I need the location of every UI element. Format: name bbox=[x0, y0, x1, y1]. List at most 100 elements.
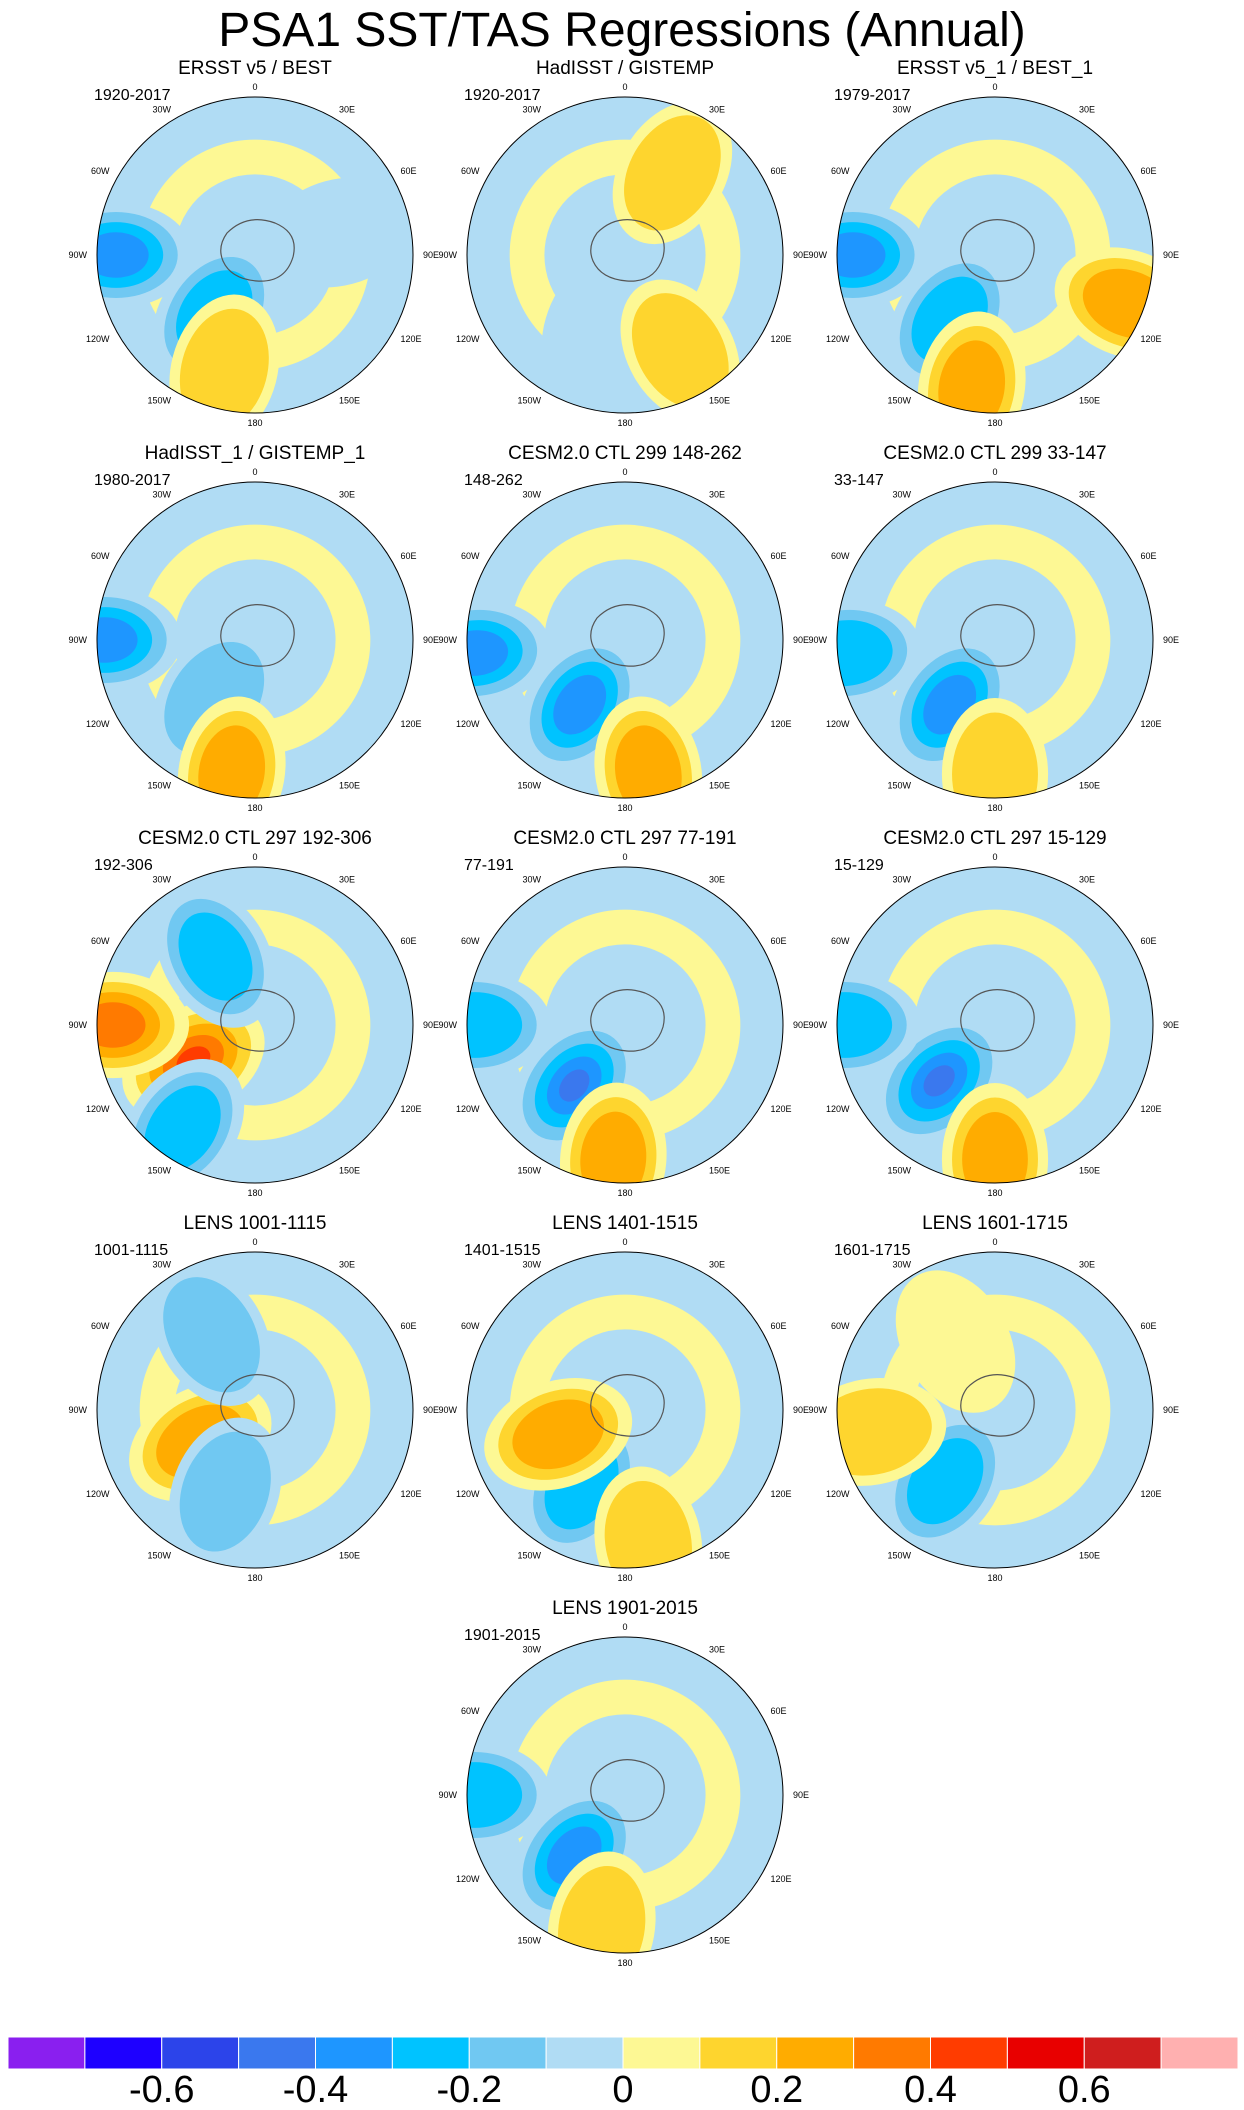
longitude-label: 30W bbox=[892, 105, 911, 115]
longitude-label: 120W bbox=[456, 1489, 480, 1499]
longitude-label: 150W bbox=[517, 1935, 541, 1945]
longitude-label: 60W bbox=[91, 166, 110, 176]
period-label: 1001-1115 bbox=[94, 1242, 168, 1259]
longitude-label: 60E bbox=[770, 166, 786, 176]
longitude-label: 30W bbox=[892, 875, 911, 885]
colorbar-swatch bbox=[391, 2036, 470, 2070]
period-label: 1920-2017 bbox=[94, 87, 171, 104]
map-frame bbox=[466, 1251, 784, 1569]
longitude-label: 90E bbox=[1163, 250, 1179, 260]
longitude-label: 0 bbox=[622, 467, 627, 477]
longitude-label: 150E bbox=[339, 395, 360, 405]
map-frame bbox=[466, 866, 784, 1184]
panel-title: LENS 1401-1515 bbox=[552, 1213, 698, 1234]
colorbar-swatch bbox=[853, 2036, 931, 2070]
longitude-label: 30E bbox=[709, 105, 725, 115]
longitude-label: 60W bbox=[831, 1321, 850, 1331]
longitude-label: 60E bbox=[770, 1321, 786, 1331]
longitude-label: 60W bbox=[831, 551, 850, 561]
longitude-label: 90E bbox=[1163, 1405, 1179, 1415]
longitude-label: 180 bbox=[247, 418, 262, 428]
contour-region bbox=[512, 1399, 604, 1470]
longitude-label: 30E bbox=[1079, 105, 1095, 115]
antarctica-coastline bbox=[590, 604, 665, 667]
longitude-label: 120E bbox=[400, 1489, 421, 1499]
longitude-label: 120E bbox=[400, 719, 421, 729]
longitude-label: 90W bbox=[808, 635, 827, 645]
longitude-label: 30W bbox=[522, 875, 541, 885]
longitude-label: 150E bbox=[339, 1550, 360, 1560]
longitude-label: 30E bbox=[709, 1645, 725, 1655]
longitude-label: 150E bbox=[709, 1165, 730, 1175]
panel-title: HadISST_1 / GISTEMP_1 bbox=[145, 443, 366, 464]
longitude-label: 120W bbox=[826, 719, 850, 729]
longitude-label: 120E bbox=[770, 1104, 791, 1114]
panel-title: CESM2.0 CTL 297 15-129 bbox=[883, 828, 1106, 849]
map-panel: ERSST v5 / BEST 1920-2017 0 30E 60E 90E 120E 15… bbox=[68, 58, 439, 428]
colorbar-tick-label: -0.6 bbox=[129, 2069, 194, 2110]
longitude-label: 90E bbox=[423, 250, 439, 260]
map-panel: LENS 1901-2015 1901-2015 0 30E 60E 90E 120E 150… bbox=[438, 1598, 809, 1968]
longitude-label: 150E bbox=[709, 780, 730, 790]
colorbar-swatch bbox=[238, 2036, 316, 2070]
colorbar-swatch bbox=[7, 2036, 86, 2070]
longitude-label: 30E bbox=[339, 875, 355, 885]
longitude-label: 30E bbox=[339, 1260, 355, 1270]
longitude-label: 120W bbox=[86, 1489, 110, 1499]
longitude-label: 60E bbox=[1140, 936, 1156, 946]
period-label: 1601-1715 bbox=[834, 1242, 911, 1259]
longitude-label: 0 bbox=[252, 852, 257, 862]
antarctica-coastline bbox=[220, 604, 295, 667]
contour-region bbox=[467, 1762, 523, 1828]
longitude-label: 120E bbox=[770, 1874, 791, 1884]
longitude-label: 0 bbox=[622, 1622, 627, 1632]
colorbar-tick-label: 0.4 bbox=[904, 2069, 957, 2110]
colorbar-swatch bbox=[699, 2036, 778, 2070]
period-label: 33-147 bbox=[834, 472, 884, 489]
longitude-label: 90E bbox=[793, 1020, 809, 1030]
contour-region bbox=[263, 177, 413, 288]
contour-region bbox=[837, 232, 886, 278]
panel-title: ERSST v5 / BEST bbox=[178, 58, 332, 79]
map-panels: ERSST v5 / BEST 1920-2017 0 30E 60E 90E 120E 15… bbox=[68, 58, 1179, 1968]
map-panel: HadISST_1 / GISTEMP_1 1980-2017 0 30E 60E 90E… bbox=[68, 443, 439, 813]
longitude-label: 120W bbox=[456, 1874, 480, 1884]
longitude-label: 180 bbox=[617, 1573, 632, 1583]
longitude-label: 180 bbox=[987, 1188, 1002, 1198]
contour-region bbox=[604, 1480, 692, 1568]
colorbar-swatch bbox=[545, 2036, 624, 2070]
longitude-label: 60W bbox=[91, 936, 110, 946]
longitude-label: 30W bbox=[522, 1645, 541, 1655]
longitude-label: 90W bbox=[808, 1405, 827, 1415]
map-panel: HadISST / GISTEMP 1920-2017 0 30E 60E 90E 120E… bbox=[438, 58, 809, 428]
longitude-label: 120E bbox=[1140, 334, 1161, 344]
contour-region bbox=[923, 1065, 955, 1097]
longitude-label: 60E bbox=[1140, 166, 1156, 176]
longitude-label: 0 bbox=[252, 82, 257, 92]
panel-title: HadISST / GISTEMP bbox=[536, 58, 714, 79]
longitude-label: 150E bbox=[339, 780, 360, 790]
longitude-label: 90W bbox=[68, 635, 87, 645]
period-label: 1401-1515 bbox=[464, 1242, 541, 1259]
longitude-label: 0 bbox=[252, 1237, 257, 1247]
period-label: 148-262 bbox=[464, 472, 523, 489]
antarctica-coastline bbox=[590, 989, 665, 1052]
longitude-label: 120E bbox=[400, 334, 421, 344]
longitude-label: 30E bbox=[709, 490, 725, 500]
contour-field bbox=[509, 101, 741, 413]
longitude-label: 150E bbox=[709, 1550, 730, 1560]
contour-region bbox=[631, 293, 729, 409]
longitude-label: 150W bbox=[517, 1165, 541, 1175]
map-frame bbox=[96, 481, 414, 799]
longitude-label: 30W bbox=[152, 875, 171, 885]
longitude-label: 90E bbox=[793, 1405, 809, 1415]
antarctica-coastline bbox=[960, 1374, 1035, 1437]
colorbar-swatch bbox=[1083, 2036, 1162, 2070]
longitude-label: 90W bbox=[68, 250, 87, 260]
longitude-label: 30W bbox=[522, 1260, 541, 1270]
antarctica-coastline bbox=[960, 604, 1035, 667]
colorbar-swatch bbox=[315, 2036, 393, 2070]
longitude-label: 60W bbox=[461, 1706, 480, 1716]
longitude-label: 60W bbox=[461, 1321, 480, 1331]
longitude-label: 0 bbox=[622, 1237, 627, 1247]
